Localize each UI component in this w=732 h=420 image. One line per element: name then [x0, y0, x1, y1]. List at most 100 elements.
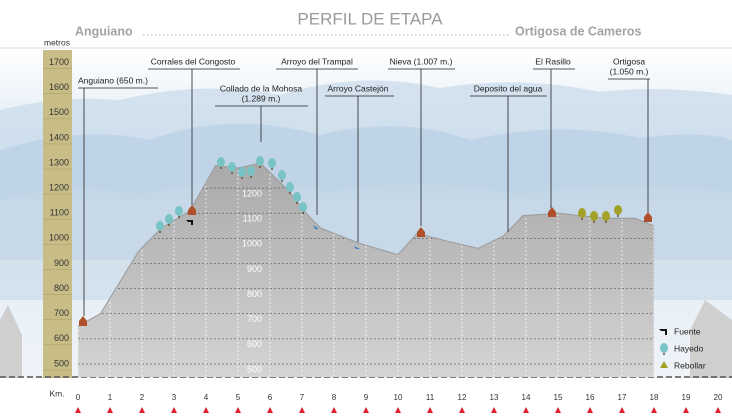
start-name: Anguiano: [75, 24, 133, 38]
x-tick: [75, 407, 81, 413]
tree-icon: [165, 214, 173, 224]
y-tick-label: 1600: [49, 82, 69, 92]
tree-icon: [614, 205, 622, 215]
annotation: Anguiano (650 m.): [78, 75, 148, 85]
y-tick-label: 600: [54, 333, 69, 343]
x-tick-label: 12: [458, 393, 467, 402]
annotation: Corrales del Congosto: [151, 56, 236, 66]
annotation: Arroyo Castejón: [328, 83, 389, 93]
annotation: Arroyo del Trampal: [281, 56, 353, 66]
x-tick: [587, 407, 593, 413]
y-tick-label: 500: [54, 358, 69, 368]
x-tick-label: 7: [300, 393, 305, 402]
x-tick: [171, 407, 177, 413]
stream-icon: [354, 246, 360, 249]
y-tick-label: 800: [54, 283, 69, 293]
x-tick-label: 2: [140, 393, 145, 402]
y-tick-label: 900: [247, 264, 262, 274]
x-tick-label: 1: [108, 393, 113, 402]
tree-icon: [238, 167, 246, 177]
house-icon: [644, 212, 652, 222]
tree-icon: [286, 182, 294, 192]
x-tick-label: 4: [204, 393, 209, 402]
y-tick-label: 1000: [49, 233, 69, 243]
x-tick-label: 11: [426, 393, 435, 402]
x-tick: [715, 407, 721, 413]
x-tick: [299, 407, 305, 413]
tree-icon: [228, 162, 236, 172]
fountain-icon: [186, 220, 193, 225]
x-tick: [523, 407, 529, 413]
y-tick-label: 900: [54, 258, 69, 268]
x-tick: [619, 407, 625, 413]
x-tick-label: 3: [172, 393, 177, 402]
y-tick-label: 600: [247, 339, 262, 349]
tree-icon: [660, 343, 668, 353]
y-tick-label: 700: [54, 308, 69, 318]
y-tick-label: 800: [247, 289, 262, 299]
x-tick-label: 19: [682, 393, 691, 402]
x-tick: [203, 407, 209, 413]
x-tick: [651, 407, 657, 413]
y-tick-label: 1000: [242, 239, 262, 249]
header-bg: [0, 0, 732, 48]
house-icon: [417, 227, 425, 237]
x-tick: [139, 407, 145, 413]
x-tick-label: 6: [268, 393, 273, 402]
x-tick-label: 5: [236, 393, 241, 402]
x-tick: [107, 407, 113, 413]
stream-icon: [313, 225, 319, 229]
tree-icon: [590, 211, 598, 221]
plot: 5006007008009001000110012001300140015001…: [43, 56, 723, 413]
annotation: El Rasillo: [535, 56, 571, 66]
house-icon: [188, 205, 196, 215]
house-icon: [79, 316, 87, 326]
tree-icon: [256, 156, 264, 166]
y-tick-label: 1100: [243, 214, 262, 224]
x-tick-label: 20: [714, 393, 723, 402]
mountains: [0, 305, 22, 378]
x-tick: [267, 407, 273, 413]
legend-label: Fuente: [674, 326, 701, 336]
x-tick: [427, 407, 433, 413]
annotation: Collado de la Mohosa: [220, 83, 302, 93]
x-axis-label: Km.: [49, 388, 64, 398]
chart-title: PERFIL DE ETAPA: [297, 9, 443, 28]
tree-icon: [293, 192, 301, 202]
x-tick-label: 15: [554, 393, 563, 402]
y-tick-label: 1100: [50, 208, 69, 218]
x-tick: [235, 407, 241, 413]
mountains: [690, 300, 732, 378]
annotation: Ortigosa: [613, 56, 645, 66]
tree-icon: [217, 157, 225, 167]
y-axis-label: metros: [44, 37, 70, 47]
y-tick-label: 1500: [49, 107, 69, 117]
x-tick: [331, 407, 337, 413]
x-tick-label: 18: [650, 393, 659, 402]
tree-icon: [175, 206, 183, 216]
tree-icon: [268, 158, 276, 168]
y-tick-label: 1200: [49, 182, 69, 192]
x-tick-label: 0: [76, 393, 81, 402]
x-tick: [683, 407, 689, 413]
tree-icon: [278, 170, 286, 180]
tree-icon: [247, 166, 255, 176]
legend-label: Hayedo: [674, 343, 704, 353]
y-tick-label: 500: [247, 364, 262, 374]
x-tick-label: 10: [394, 393, 403, 402]
tree-icon: [660, 361, 668, 368]
y-tick-label: 700: [247, 314, 262, 324]
x-tick-label: 16: [586, 393, 595, 402]
grid: 500 600 700 800 900 1000 1100 1200: [78, 163, 654, 377]
x-tick-label: 14: [522, 393, 531, 402]
y-tick-label: 1400: [49, 132, 69, 142]
annotation: (1.289 m.): [242, 93, 281, 103]
x-tick: [395, 407, 401, 413]
tree-icon: [156, 221, 164, 231]
x-tick: [491, 407, 497, 413]
legend-label: Rebollar: [674, 360, 706, 370]
house-icon: [548, 207, 556, 217]
x-tick-label: 8: [332, 393, 337, 402]
end-name: Ortigosa de Cameros: [515, 24, 641, 38]
